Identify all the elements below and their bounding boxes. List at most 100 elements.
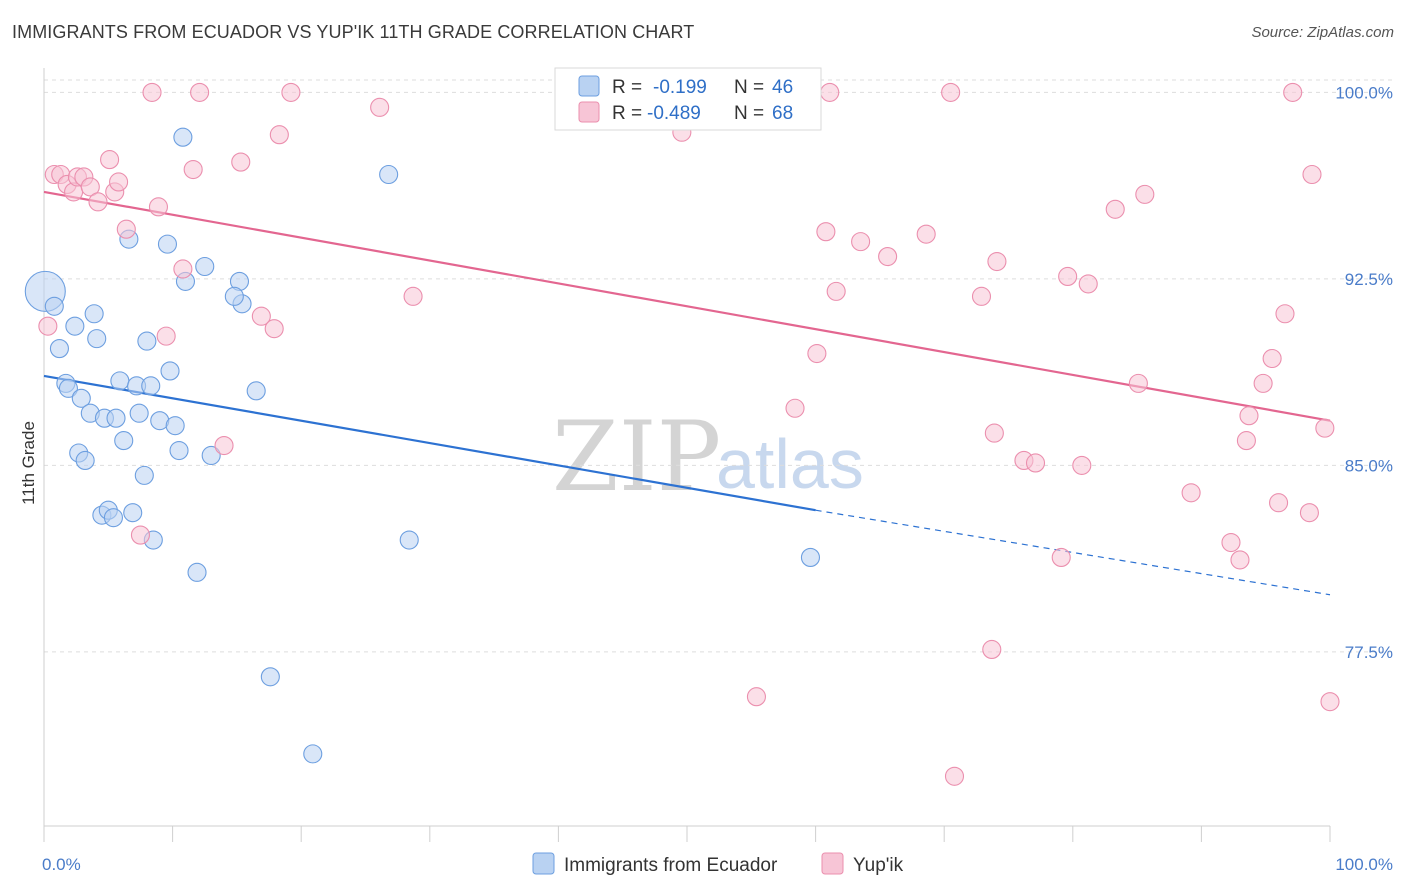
point-yupik-22 <box>251 306 271 326</box>
axes <box>43 68 1331 842</box>
legend-swatch-yupik <box>578 101 600 123</box>
point-yupik-53 <box>1135 184 1155 204</box>
legend-r-label-yupik: R = <box>612 103 642 124</box>
point-yupik-35 <box>826 281 846 301</box>
legend-n-label-ecuador: N = <box>734 77 764 98</box>
point-yupik-19 <box>190 82 210 102</box>
trendlines <box>43 190 1331 596</box>
point-ecuador-8 <box>75 450 95 471</box>
legend-r-label-ecuador: R = <box>612 77 642 98</box>
point-yupik-16 <box>156 326 176 346</box>
y-axis-label: 11th Grade <box>19 421 38 505</box>
x-tick-label-1: 100.0% <box>1335 855 1393 874</box>
legend-r-value-yupik: -0.489 <box>647 103 701 124</box>
x-tick-labels: 0.0% 100.0% <box>42 855 1393 874</box>
point-ecuador-45 <box>303 744 323 764</box>
y-tick-labels: 100.0% 92.5% 85.0% 77.5% <box>1335 83 1393 662</box>
point-ecuador-31 <box>169 440 189 461</box>
series-legend: Immigrants from Ecuador Yup'ik <box>532 852 904 876</box>
point-ecuador-25 <box>141 376 161 396</box>
point-yupik-67 <box>1320 692 1340 712</box>
point-yupik-40 <box>944 766 965 786</box>
point-ecuador-1 <box>44 296 64 316</box>
point-ecuador-40 <box>260 667 280 687</box>
y-tick-label-1: 92.5% <box>1345 270 1393 289</box>
point-yupik-61 <box>1269 493 1289 513</box>
point-ecuador-34 <box>187 562 207 582</box>
point-ecuador-23 <box>134 465 154 485</box>
point-yupik-39 <box>941 82 961 102</box>
point-yupik-50 <box>1078 274 1098 294</box>
point-yupik-24 <box>269 125 289 145</box>
point-yupik-54 <box>1181 483 1201 503</box>
point-yupik-11 <box>109 172 129 192</box>
chart-source: Source: ZipAtlas.com <box>1251 24 1394 41</box>
point-yupik-60 <box>1262 348 1282 369</box>
trendline-ecuador <box>43 374 816 512</box>
point-yupik-20 <box>214 435 234 456</box>
series-ecuador-points <box>24 127 821 764</box>
point-ecuador-28 <box>157 234 178 254</box>
point-ecuador-17 <box>110 371 130 391</box>
point-yupik-21 <box>231 152 251 172</box>
legend-n-value-yupik: 68 <box>772 103 793 124</box>
watermark-atlas: atlas <box>716 425 864 503</box>
legend-swatch-ecuador <box>578 75 600 97</box>
point-yupik-32 <box>807 343 827 364</box>
point-ecuador-43 <box>800 547 821 567</box>
point-yupik-38 <box>916 224 936 244</box>
point-yupik-27 <box>403 286 423 306</box>
point-yupik-55 <box>1221 532 1241 553</box>
point-yupik-66 <box>1315 418 1335 438</box>
point-ecuador-36 <box>201 445 221 466</box>
point-yupik-26 <box>370 97 390 117</box>
point-ecuador-10 <box>84 304 104 324</box>
point-yupik-65 <box>1302 164 1322 185</box>
point-ecuador-32 <box>173 127 193 147</box>
point-ecuador-35 <box>195 256 215 277</box>
y-tick-label-0: 100.0% <box>1335 83 1393 102</box>
legend-n-label-yupik: N = <box>734 103 764 124</box>
point-ecuador-20 <box>123 503 143 523</box>
point-ecuador-30 <box>165 416 185 436</box>
bottom-legend-label-ecuador: Immigrants from Ecuador <box>564 855 778 876</box>
point-yupik-34 <box>820 82 840 102</box>
point-ecuador-39 <box>246 381 266 401</box>
y-tick-label-2: 85.0% <box>1345 456 1393 475</box>
point-yupik-52 <box>1128 373 1148 393</box>
y-tick-label-3: 77.5% <box>1345 643 1393 662</box>
point-yupik-29 <box>746 687 766 707</box>
point-yupik-17 <box>173 259 193 279</box>
point-ecuador-44 <box>224 286 244 306</box>
point-ecuador-16 <box>106 408 126 428</box>
point-ecuador-11 <box>87 329 107 349</box>
point-yupik-63 <box>1283 82 1303 102</box>
point-yupik-48 <box>1058 266 1078 286</box>
point-yupik-46 <box>1025 453 1046 473</box>
point-yupik-44 <box>987 251 1007 272</box>
point-yupik-8 <box>88 192 108 212</box>
point-yupik-59 <box>1253 373 1273 393</box>
point-yupik-33 <box>816 222 836 242</box>
point-yupik-9 <box>100 150 120 170</box>
bottom-legend-swatch-ecuador <box>532 852 555 875</box>
point-yupik-57 <box>1236 431 1256 451</box>
point-yupik-36 <box>851 232 871 252</box>
point-yupik-18 <box>183 159 203 180</box>
point-ecuador-5 <box>65 316 85 336</box>
watermark-zip: ZIP <box>552 401 721 513</box>
point-yupik-7 <box>80 177 100 197</box>
point-ecuador-42 <box>399 530 419 550</box>
point-yupik-0 <box>38 316 58 336</box>
point-yupik-15 <box>148 197 169 217</box>
bottom-legend-swatch-yupik <box>821 852 844 875</box>
point-ecuador-15 <box>103 508 123 528</box>
point-yupik-41 <box>971 286 992 306</box>
trendline-yupik <box>43 190 1331 422</box>
point-ecuador-29 <box>160 361 180 381</box>
legend-n-value-ecuador: 46 <box>772 77 793 98</box>
bottom-legend-label-yupik: Yup'ik <box>853 855 904 876</box>
point-yupik-43 <box>984 423 1004 443</box>
trendline-ecuador-extension <box>815 509 1331 596</box>
point-yupik-25 <box>281 82 301 102</box>
